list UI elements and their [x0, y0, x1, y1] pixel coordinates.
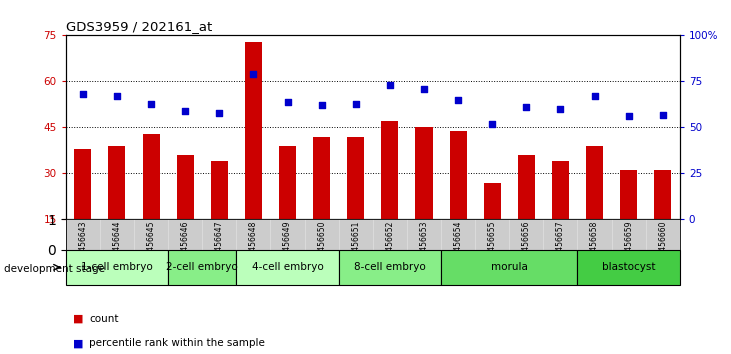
Text: GSM456657: GSM456657 — [556, 221, 565, 268]
Bar — [75, 149, 91, 219]
Point — [77, 91, 88, 97]
Bar — [338, 250, 441, 285]
Text: GSM456646: GSM456646 — [181, 221, 189, 268]
Bar — [654, 170, 671, 219]
Bar — [415, 127, 433, 219]
Point — [179, 108, 191, 114]
Bar — [168, 250, 236, 285]
Point — [384, 82, 395, 88]
Text: GSM456659: GSM456659 — [624, 221, 633, 268]
Point — [486, 121, 498, 127]
Text: GDS3959 / 202161_at: GDS3959 / 202161_at — [66, 20, 212, 33]
Bar — [586, 146, 603, 219]
Bar — [279, 146, 296, 219]
Text: count: count — [89, 314, 118, 324]
Text: GSM456651: GSM456651 — [352, 221, 360, 267]
Text: GSM456647: GSM456647 — [215, 221, 224, 268]
Bar — [211, 161, 228, 219]
Text: GSM456652: GSM456652 — [385, 221, 394, 267]
Point — [588, 93, 600, 99]
Bar — [552, 161, 569, 219]
Bar — [484, 183, 501, 219]
Point — [248, 71, 260, 77]
Bar — [66, 250, 168, 285]
Bar — [347, 137, 364, 219]
Text: GSM456654: GSM456654 — [454, 221, 463, 268]
Bar — [382, 121, 398, 219]
Text: percentile rank within the sample: percentile rank within the sample — [89, 338, 265, 348]
Point — [281, 99, 293, 104]
Bar — [236, 250, 338, 285]
Text: 8-cell embryo: 8-cell embryo — [354, 262, 425, 272]
Text: GSM456643: GSM456643 — [78, 221, 87, 268]
Text: GSM456656: GSM456656 — [522, 221, 531, 268]
Point — [145, 101, 157, 106]
Bar — [620, 170, 637, 219]
Text: GSM456649: GSM456649 — [283, 221, 292, 268]
Bar — [177, 155, 194, 219]
Bar — [108, 146, 126, 219]
Point — [316, 103, 327, 108]
Point — [111, 93, 123, 99]
Text: GSM456655: GSM456655 — [488, 221, 496, 268]
Bar — [245, 41, 262, 219]
Text: GSM456660: GSM456660 — [659, 221, 667, 268]
Bar — [450, 131, 466, 219]
Bar — [441, 250, 577, 285]
Text: GSM456645: GSM456645 — [147, 221, 156, 268]
Text: 4-cell embryo: 4-cell embryo — [251, 262, 323, 272]
Point — [418, 86, 430, 92]
Text: blastocyst: blastocyst — [602, 262, 656, 272]
Bar — [518, 155, 535, 219]
Point — [657, 112, 669, 118]
Point — [350, 101, 362, 106]
Text: GSM456650: GSM456650 — [317, 221, 326, 268]
Point — [623, 114, 635, 119]
Point — [555, 106, 567, 112]
Text: ■: ■ — [73, 338, 83, 348]
Text: GSM456653: GSM456653 — [420, 221, 428, 268]
Bar — [143, 133, 159, 219]
Bar — [313, 137, 330, 219]
Bar — [577, 250, 680, 285]
Text: GSM456644: GSM456644 — [113, 221, 121, 268]
Text: GSM456648: GSM456648 — [249, 221, 258, 267]
Text: development stage: development stage — [4, 264, 105, 274]
Text: ■: ■ — [73, 314, 83, 324]
Text: 2-cell embryo: 2-cell embryo — [167, 262, 238, 272]
Text: morula: morula — [491, 262, 528, 272]
Text: GSM456658: GSM456658 — [590, 221, 599, 267]
Point — [452, 97, 464, 103]
Point — [213, 110, 225, 115]
Text: 1-cell embryo: 1-cell embryo — [81, 262, 153, 272]
Point — [520, 104, 532, 110]
